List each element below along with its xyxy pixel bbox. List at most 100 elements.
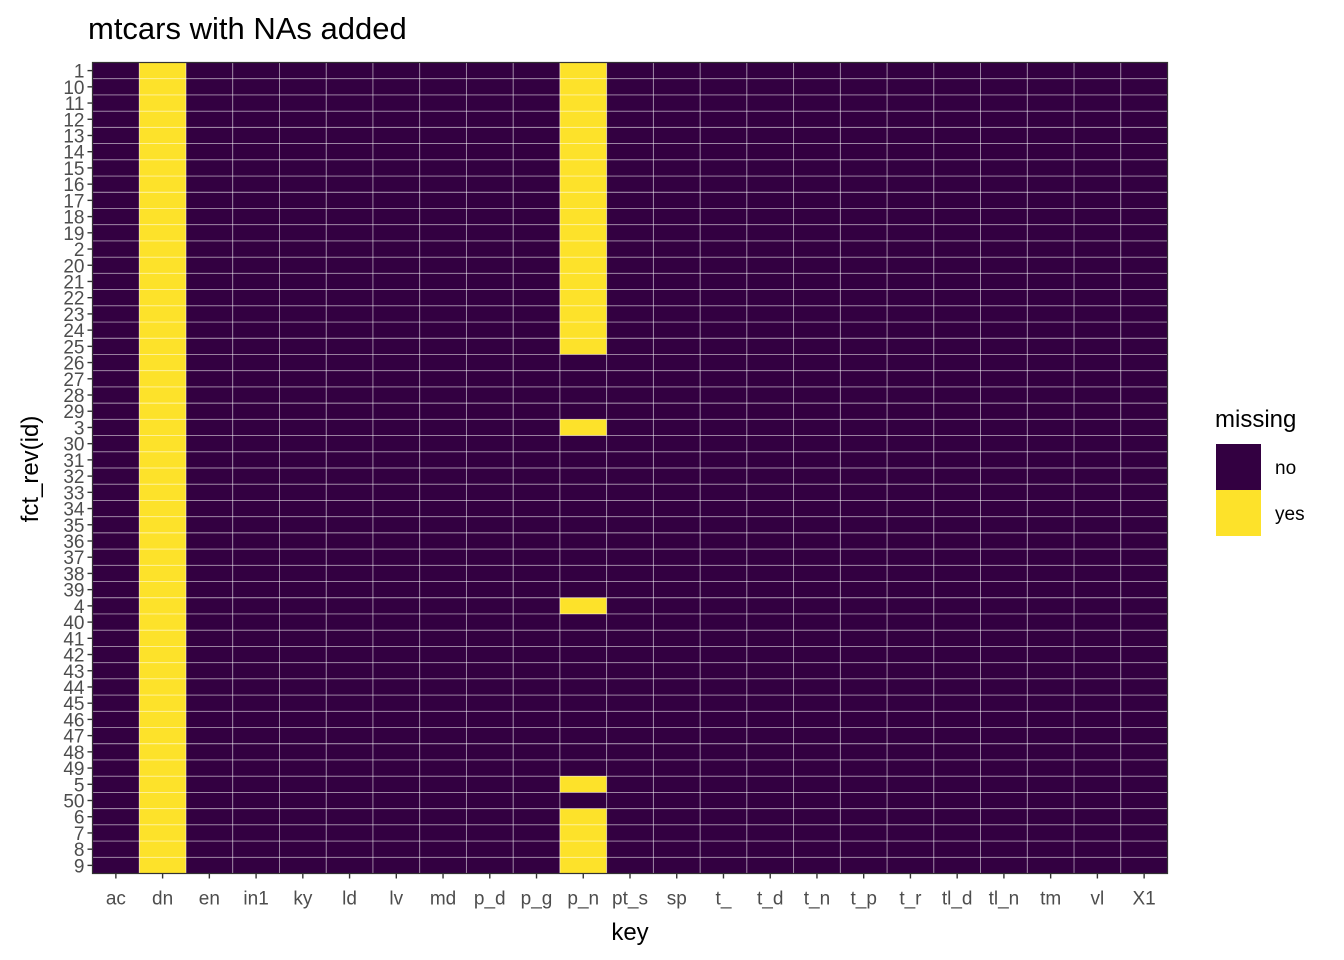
y-tick-label: 17 bbox=[63, 191, 84, 212]
tile-dn-21 bbox=[139, 273, 186, 290]
tile-tl_d-39 bbox=[933, 581, 981, 598]
tile-pt_s-3 bbox=[606, 419, 654, 436]
tile-md-46 bbox=[419, 711, 467, 728]
tile-dn-27 bbox=[139, 370, 186, 387]
tile-sp-17 bbox=[653, 192, 701, 209]
tile-t_r-3 bbox=[887, 419, 934, 436]
tile-in1-16 bbox=[232, 176, 280, 193]
tile-en-2 bbox=[185, 240, 233, 258]
tile-t_-10 bbox=[700, 78, 747, 95]
tile-ld-28 bbox=[326, 386, 373, 404]
y-tick-label: 39 bbox=[63, 581, 84, 602]
x-tick-label: t_ bbox=[716, 889, 732, 910]
tile-en-11 bbox=[185, 94, 233, 112]
tile-md-23 bbox=[419, 305, 467, 323]
tile-tl_n-38 bbox=[980, 565, 1028, 582]
tile-ky-40 bbox=[279, 613, 327, 631]
tile-vl-30 bbox=[1074, 435, 1121, 452]
tile-ky-4 bbox=[279, 597, 327, 614]
tile-ky-24 bbox=[279, 322, 327, 339]
tile-t_r-31 bbox=[887, 451, 934, 468]
tile-tm-37 bbox=[1027, 549, 1075, 566]
tile-t_r-20 bbox=[887, 257, 934, 274]
tile-lv-37 bbox=[372, 549, 420, 566]
tile-p_d-46 bbox=[466, 711, 514, 728]
tile-p_n-24 bbox=[559, 322, 607, 339]
tile-en-49 bbox=[185, 759, 233, 777]
tile-ac-39 bbox=[92, 581, 140, 598]
tile-vl-34 bbox=[1074, 500, 1121, 517]
tile-X1-6 bbox=[1120, 808, 1168, 825]
tile-tl_n-7 bbox=[980, 824, 1028, 842]
tile-p_g-16 bbox=[513, 176, 560, 193]
tile-X1-30 bbox=[1120, 435, 1168, 452]
tile-vl-6 bbox=[1074, 808, 1121, 825]
tile-tl_n-43 bbox=[980, 662, 1028, 679]
y-tick-label: 41 bbox=[63, 629, 84, 650]
tile-lv-33 bbox=[372, 484, 420, 501]
tile-dn-25 bbox=[139, 338, 186, 355]
tile-t_d-46 bbox=[746, 711, 794, 728]
tile-sp-25 bbox=[653, 338, 701, 355]
tile-lv-24 bbox=[372, 322, 420, 339]
tile-in1-10 bbox=[232, 78, 280, 95]
tile-p_g-9 bbox=[513, 857, 560, 874]
x-tick-label: sp bbox=[667, 889, 687, 910]
tile-p_g-12 bbox=[513, 111, 560, 128]
tile-t_-8 bbox=[700, 841, 747, 858]
legend-label-no: no bbox=[1275, 458, 1296, 479]
tile-pt_s-11 bbox=[606, 94, 654, 112]
tile-ac-6 bbox=[92, 808, 140, 825]
tile-ac-11 bbox=[92, 94, 140, 112]
y-tick-label: 24 bbox=[63, 321, 85, 342]
tile-t_-13 bbox=[700, 127, 747, 144]
tile-vl-48 bbox=[1074, 743, 1121, 760]
tile-ky-34 bbox=[279, 500, 327, 517]
tile-en-20 bbox=[185, 257, 233, 274]
tile-p_d-30 bbox=[466, 435, 514, 452]
tile-pt_s-14 bbox=[606, 143, 654, 160]
tile-tl_d-26 bbox=[933, 354, 981, 371]
y-tick-label: 16 bbox=[63, 175, 84, 196]
tile-lv-13 bbox=[372, 127, 420, 144]
tile-en-28 bbox=[185, 386, 233, 404]
tile-p_n-48 bbox=[559, 743, 607, 760]
tile-t_d-12 bbox=[746, 111, 794, 128]
tile-X1-49 bbox=[1120, 759, 1168, 777]
tile-X1-33 bbox=[1120, 484, 1168, 501]
tile-p_g-30 bbox=[513, 435, 560, 452]
tile-lv-50 bbox=[372, 792, 420, 809]
tile-vl-33 bbox=[1074, 484, 1121, 501]
tile-pt_s-20 bbox=[606, 257, 654, 274]
tile-sp-43 bbox=[653, 662, 701, 679]
tile-p_d-21 bbox=[466, 273, 514, 290]
tile-ac-5 bbox=[92, 776, 140, 793]
tile-tl_d-10 bbox=[933, 78, 981, 95]
tile-pt_s-25 bbox=[606, 338, 654, 355]
tile-pt_s-15 bbox=[606, 159, 654, 177]
tile-tl_d-38 bbox=[933, 565, 981, 582]
tile-dn-10 bbox=[139, 78, 186, 95]
tile-vl-2 bbox=[1074, 240, 1121, 258]
tile-p_g-32 bbox=[513, 468, 560, 485]
tile-p_g-18 bbox=[513, 208, 560, 225]
tile-t_n-3 bbox=[793, 419, 841, 436]
tile-ky-45 bbox=[279, 695, 327, 712]
tile-ac-32 bbox=[92, 468, 140, 485]
tile-en-6 bbox=[185, 808, 233, 825]
tile-tm-36 bbox=[1027, 532, 1075, 550]
tile-p_n-34 bbox=[559, 500, 607, 517]
tile-tl_d-4 bbox=[933, 597, 981, 614]
tile-p_d-42 bbox=[466, 646, 514, 663]
tile-tm-2 bbox=[1027, 240, 1075, 258]
tile-in1-40 bbox=[232, 613, 280, 631]
tile-tl_n-32 bbox=[980, 468, 1028, 485]
tile-en-39 bbox=[185, 581, 233, 598]
tile-tl_n-39 bbox=[980, 581, 1028, 598]
tile-t_p-39 bbox=[840, 581, 888, 598]
tile-tl_n-30 bbox=[980, 435, 1028, 452]
tile-lv-28 bbox=[372, 386, 420, 404]
tile-tl_n-13 bbox=[980, 127, 1028, 144]
tile-tm-5 bbox=[1027, 776, 1075, 793]
tile-lv-23 bbox=[372, 305, 420, 323]
